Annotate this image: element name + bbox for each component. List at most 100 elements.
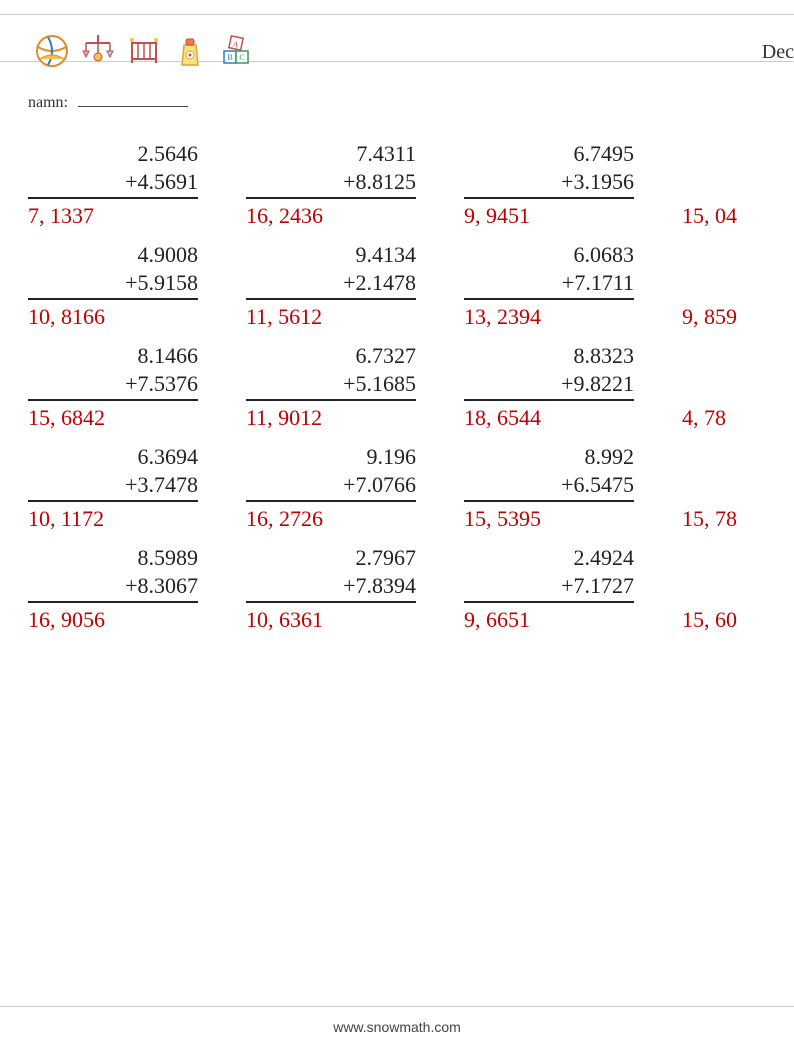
problem-stack: 8.5989+8.3067 <box>28 544 246 603</box>
addend-top: 9.4134 <box>246 241 416 269</box>
answer: 10, 6361 <box>246 607 323 633</box>
addend-top: 8.5989 <box>28 544 198 572</box>
problem-stack: 6.3694+3.7478 <box>28 443 246 502</box>
problem-cell: 2.7967+7.839410, 6361 <box>246 544 464 603</box>
problem-cell-partial: 15, 78 <box>682 443 764 502</box>
problem-cell: 8.1466+7.537615, 6842 <box>28 342 246 401</box>
addend-bottom: +7.0766 <box>246 471 416 502</box>
svg-text:C: C <box>239 53 244 62</box>
answer: 18, 6544 <box>464 405 541 431</box>
addend-bottom: +7.5376 <box>28 370 198 401</box>
problem-stack: 2.7967+7.8394 <box>246 544 464 603</box>
addend-top: 2.7967 <box>246 544 416 572</box>
addend-bottom: +9.8221 <box>464 370 634 401</box>
name-field: namn: <box>28 92 188 112</box>
addend-top: 6.3694 <box>28 443 198 471</box>
problem-stack: 7.4311+8.8125 <box>246 140 464 199</box>
problem-stack: 8.1466+7.5376 <box>28 342 246 401</box>
addend-top: 6.7495 <box>464 140 634 168</box>
answer: 11, 5612 <box>246 304 322 330</box>
problem-cell-partial: 9, 859 <box>682 241 764 300</box>
problem-row: 6.3694+3.747810, 11729.196+7.076616, 272… <box>28 443 794 502</box>
problem-cell: 9.196+7.076616, 2726 <box>246 443 464 502</box>
problem-cell: 6.0683+7.171113, 2394 <box>464 241 682 300</box>
problem-stack: 2.4924+7.1727 <box>464 544 682 603</box>
answer-fragment: 15, 04 <box>682 203 737 229</box>
problem-cell: 6.7327+5.168511, 9012 <box>246 342 464 401</box>
problem-stack: 8.992+6.5475 <box>464 443 682 502</box>
blocks-icon: ABC <box>218 33 254 69</box>
crib-icon <box>126 33 162 69</box>
mobile-toy-icon <box>80 33 116 69</box>
addend-bottom: +8.3067 <box>28 572 198 603</box>
addend-top: 9.196 <box>246 443 416 471</box>
answer: 11, 9012 <box>246 405 322 431</box>
addend-top: 7.4311 <box>246 140 416 168</box>
addend-bottom: +5.9158 <box>28 269 198 300</box>
answer: 7, 1337 <box>28 203 94 229</box>
problem-cell-partial: 15, 04 <box>682 140 764 199</box>
answer: 9, 9451 <box>464 203 530 229</box>
problem-stack: 6.0683+7.1711 <box>464 241 682 300</box>
header-bar: ABC Dec <box>0 14 794 62</box>
footer-url: www.snowmath.com <box>0 1006 794 1035</box>
addend-bottom: +3.7478 <box>28 471 198 502</box>
problem-row: 8.1466+7.537615, 68426.7327+5.168511, 90… <box>28 342 794 401</box>
answer-fragment: 15, 60 <box>682 607 737 633</box>
addend-bottom: +8.8125 <box>246 168 416 199</box>
addend-top: 8.992 <box>464 443 634 471</box>
problem-cell: 6.7495+3.19569, 9451 <box>464 140 682 199</box>
answer: 16, 9056 <box>28 607 105 633</box>
name-label: namn: <box>28 94 68 111</box>
problem-stack: 9.196+7.0766 <box>246 443 464 502</box>
answer: 16, 2436 <box>246 203 323 229</box>
addend-bottom: +7.1727 <box>464 572 634 603</box>
problem-stack: 2.5646+4.5691 <box>28 140 246 199</box>
addend-top: 6.7327 <box>246 342 416 370</box>
addend-top: 4.9008 <box>28 241 198 269</box>
addend-bottom: +6.5475 <box>464 471 634 502</box>
ball-icon <box>34 33 70 69</box>
addend-top: 6.0683 <box>464 241 634 269</box>
answer: 9, 6651 <box>464 607 530 633</box>
problem-cell: 7.4311+8.812516, 2436 <box>246 140 464 199</box>
addend-top: 2.5646 <box>28 140 198 168</box>
problem-cell-partial: 15, 60 <box>682 544 764 603</box>
answer: 10, 8166 <box>28 304 105 330</box>
problem-stack: 8.8323+9.8221 <box>464 342 682 401</box>
header-icons: ABC <box>34 33 254 69</box>
problem-stack: 6.7327+5.1685 <box>246 342 464 401</box>
problem-cell: 6.3694+3.747810, 1172 <box>28 443 246 502</box>
problem-cell: 8.8323+9.822118, 6544 <box>464 342 682 401</box>
addend-bottom: +7.1711 <box>464 269 634 300</box>
answer: 15, 5395 <box>464 506 541 532</box>
answer: 15, 6842 <box>28 405 105 431</box>
problem-cell-partial: 4, 78 <box>682 342 764 401</box>
addend-top: 2.4924 <box>464 544 634 572</box>
problem-stack: 9.4134+2.1478 <box>246 241 464 300</box>
addend-bottom: +2.1478 <box>246 269 416 300</box>
problem-cell: 8.992+6.547515, 5395 <box>464 443 682 502</box>
addend-bottom: +5.1685 <box>246 370 416 401</box>
problem-stack: 4.9008+5.9158 <box>28 241 246 300</box>
answer-fragment: 4, 78 <box>682 405 726 431</box>
answer-fragment: 9, 859 <box>682 304 737 330</box>
problem-row: 4.9008+5.915810, 81669.4134+2.147811, 56… <box>28 241 794 300</box>
problem-cell: 2.4924+7.17279, 6651 <box>464 544 682 603</box>
problem-grid: 2.5646+4.56917, 13377.4311+8.812516, 243… <box>28 140 794 645</box>
svg-text:B: B <box>227 53 232 62</box>
name-blank-line[interactable] <box>78 92 188 107</box>
problem-cell: 9.4134+2.147811, 5612 <box>246 241 464 300</box>
problem-cell: 4.9008+5.915810, 8166 <box>28 241 246 300</box>
addend-bottom: +7.8394 <box>246 572 416 603</box>
answer: 13, 2394 <box>464 304 541 330</box>
bottle-icon <box>172 33 208 69</box>
problem-cell: 8.5989+8.306716, 9056 <box>28 544 246 603</box>
problem-row: 8.5989+8.306716, 90562.7967+7.839410, 63… <box>28 544 794 603</box>
problem-cell: 2.5646+4.56917, 1337 <box>28 140 246 199</box>
addend-top: 8.8323 <box>464 342 634 370</box>
worksheet-page: ABC Dec namn: 2.5646+4.56917, 13377.4311… <box>0 0 794 1053</box>
answer: 10, 1172 <box>28 506 104 532</box>
addend-bottom: +3.1956 <box>464 168 634 199</box>
answer-fragment: 15, 78 <box>682 506 737 532</box>
